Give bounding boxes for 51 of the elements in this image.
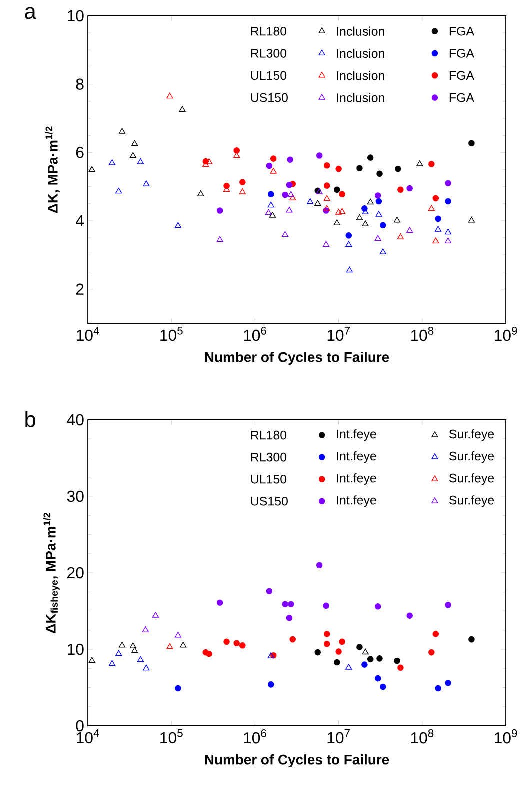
x-tick-label: 10$^{6}$ [244, 730, 266, 744]
legend-label: Int.feye [337, 452, 376, 464]
y-tick-label: 0 [76, 720, 84, 732]
y-tick-label: 6 [76, 147, 84, 158]
legend-label: Sur.feye [449, 496, 494, 508]
y-tick-label: 10 [68, 10, 84, 22]
x-tick-label: 10$^{5}$ [160, 327, 183, 342]
y-tick-label: 2 [76, 284, 84, 295]
y-tick-label: 40 [67, 414, 84, 426]
legend-label: Sur.feye [449, 429, 494, 442]
x-tick-label: 10$^{7}$ [328, 327, 350, 342]
x-tick-label: 10$^{6}$ [244, 327, 266, 342]
legend-label: FGA [450, 71, 474, 80]
y-tick-label: 10 [68, 644, 84, 656]
annotation: RL300 [251, 49, 287, 58]
annotation: RL180 [251, 26, 287, 36]
y-tick-label: 30 [67, 490, 84, 502]
legend-label: Int.feye [337, 429, 376, 442]
legend-label: Sur.feye [449, 452, 494, 464]
y-tick-label: 20 [68, 567, 84, 579]
chart-title: a [25, 7, 36, 20]
x-axis-title: Number of Cycles to Failure [205, 352, 390, 366]
legend-label: Int.feye [337, 496, 376, 508]
annotation: US150 [251, 93, 288, 102]
y-tick-label: 4 [76, 216, 84, 226]
annotation: UL150 [251, 474, 287, 484]
x-tick-label: 10$^{9}$ [495, 730, 518, 744]
x-tick-label: 10$^{8}$ [411, 327, 434, 342]
legend-label: Inclusion [337, 71, 384, 80]
annotation: RL300 [251, 452, 287, 462]
legend-label: FGA [450, 26, 474, 36]
x-axis-title: Number of Cycles to Failure [205, 754, 390, 768]
x-tick-label: 10$^{9}$ [495, 327, 518, 342]
y-tick-label: 8 [76, 78, 84, 90]
y-axis-title: ΔK$_{fisheye}$, MPa·m$^{1/2}$ [43, 512, 60, 634]
x-tick-label: 10$^{7}$ [328, 730, 350, 744]
legend-label: Inclusion [337, 26, 384, 36]
x-tick-label: 10$^{4}$ [77, 327, 100, 342]
annotation: RL180 [251, 430, 287, 440]
chart-title: b [26, 411, 36, 428]
x-tick-label: 10$^{8}$ [411, 730, 434, 744]
legend-label: Sur.feye [449, 474, 494, 486]
legend-label: Inclusion [337, 93, 384, 102]
legend-label: Int.feye [337, 474, 376, 486]
legend-label: FGA [450, 93, 474, 102]
annotation: US150 [251, 496, 288, 506]
annotation: UL150 [251, 71, 287, 80]
legend-label: Inclusion [337, 48, 384, 58]
x-tick-label: 10$^{5}$ [160, 730, 183, 744]
y-axis-title: ΔK, MPa·m$^{1/2}$ [45, 126, 60, 214]
legend-label: FGA [450, 49, 474, 58]
